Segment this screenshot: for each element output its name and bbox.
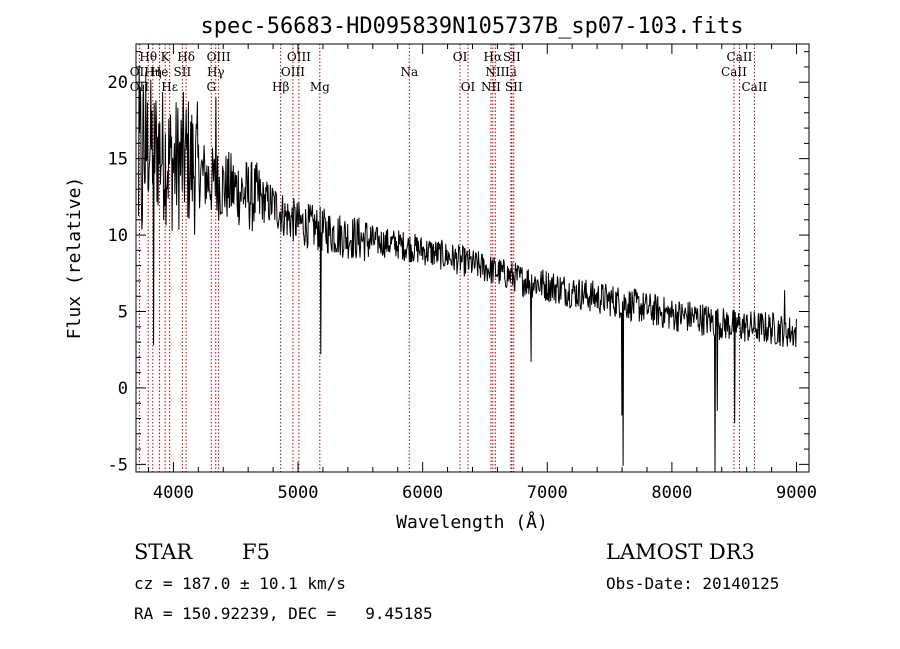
- y-tick-label-2: 5: [118, 303, 128, 323]
- y-tick-label-4: 15: [108, 150, 128, 170]
- y-axis-ticks: -5 0 5 10 15 20: [108, 51, 809, 475]
- line-label-16: Li: [505, 65, 517, 79]
- line-label-8: CaII: [727, 50, 753, 64]
- line-label-25: NII: [481, 80, 501, 94]
- x-tick-label-0: 4000: [153, 483, 194, 503]
- line-label-21: G: [206, 80, 216, 94]
- line-label-1: K: [161, 50, 171, 64]
- line-label-3: OIII: [207, 50, 231, 64]
- line-label-18: Na: [400, 65, 418, 79]
- line-label-10: Hη: [144, 65, 162, 79]
- line-label-2: Hδ: [177, 50, 195, 64]
- line-label-11: He: [151, 65, 169, 79]
- line-label-17: CaII: [721, 65, 747, 79]
- line-label-26: SII: [505, 80, 523, 94]
- y-tick-label-0: -5: [108, 455, 128, 475]
- x-tick-label-1: 5000: [278, 483, 319, 503]
- line-label-5: OI: [453, 50, 468, 64]
- line-label-0: Hθ: [139, 50, 157, 64]
- x-tick-label-4: 8000: [651, 483, 692, 503]
- x-tick-label-5: 9000: [776, 483, 817, 503]
- line-label-27: CaII: [741, 80, 767, 94]
- y-tick-label-5: 20: [108, 73, 128, 93]
- line-label-7: SII: [503, 50, 521, 64]
- x-tick-label-3: 7000: [527, 483, 568, 503]
- chart-title: spec-56683-HD095839N105737B_sp07-103.fit…: [200, 14, 743, 39]
- object-class: STAR: [134, 540, 193, 564]
- x-tick-label-2: 6000: [402, 483, 443, 503]
- redshift-velocity: cz = 187.0 ± 10.1 km/s: [134, 574, 346, 593]
- x-axis-ticks: 4000 5000 6000 7000 8000 9000: [147, 44, 817, 503]
- line-label-15: NII: [485, 65, 505, 79]
- line-label-4: OIII: [287, 50, 311, 64]
- coordinates: RA = 150.92239, DEC = 9.45185: [134, 604, 433, 623]
- y-axis-label: Flux (relative): [64, 177, 85, 340]
- y-tick-label-1: 0: [118, 379, 128, 399]
- line-label-13: Hγ: [207, 65, 225, 79]
- line-label-22: Hβ: [272, 80, 289, 94]
- x-axis-label: Wavelength (Å): [396, 511, 548, 533]
- line-label-24: OI: [461, 80, 476, 94]
- spectrum-line: [138, 66, 797, 473]
- line-label-20: Hε: [161, 80, 178, 94]
- survey-name: LAMOST DR3: [606, 540, 755, 564]
- observation-date: Obs-Date: 20140125: [606, 574, 780, 593]
- object-subclass: F5: [242, 540, 270, 564]
- y-tick-label-3: 10: [108, 226, 128, 246]
- spectrum-chart: spec-56683-HD095839N105737B_sp07-103.fit…: [64, 14, 817, 533]
- line-label-14: OIII: [281, 65, 305, 79]
- line-label-23: Mg: [310, 80, 330, 94]
- line-label-6: Hα: [484, 50, 503, 64]
- line-label-12: SII: [174, 65, 192, 79]
